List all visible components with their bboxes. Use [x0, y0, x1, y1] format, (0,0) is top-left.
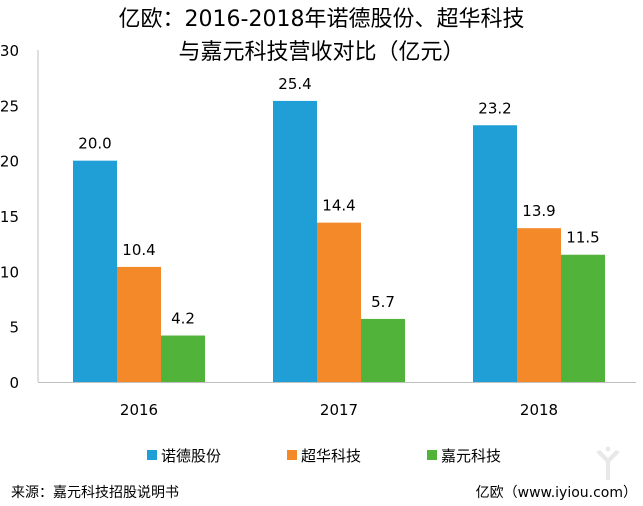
y-tick-label: 20 [0, 153, 19, 171]
bar-诺德股份 [473, 125, 517, 383]
x-tick-label: 2017 [320, 401, 358, 419]
chart-title: 亿欧：2016-2018年诺德股份、超华科技 [118, 7, 525, 32]
credit-note: 亿欧（www.iyiou.com） [475, 485, 637, 501]
bar-超华科技 [117, 266, 161, 382]
bar-超华科技 [317, 222, 361, 382]
y-tick-label: 15 [0, 208, 19, 226]
legend-label: 诺德股份 [161, 447, 221, 465]
y-tick-label: 25 [0, 97, 19, 115]
y-tick-label: 30 [0, 42, 19, 60]
legend-swatch [147, 450, 157, 460]
data-label: 25.4 [278, 75, 311, 93]
bar-嘉元科技 [561, 254, 605, 382]
y-tick-label: 5 [9, 319, 19, 337]
data-label: 4.2 [171, 310, 195, 328]
bar-嘉元科技 [161, 335, 205, 382]
bar-嘉元科技 [361, 318, 405, 382]
data-label: 23.2 [478, 99, 511, 117]
legend-swatch [287, 450, 297, 460]
data-label: 13.9 [522, 202, 555, 220]
bar-诺德股份 [73, 160, 117, 382]
y-tick-label: 0 [9, 374, 19, 392]
data-label: 14.4 [322, 197, 355, 215]
legend-swatch [427, 450, 437, 460]
bar-超华科技 [517, 228, 561, 382]
bar-诺德股份 [273, 100, 317, 382]
data-label: 11.5 [566, 229, 599, 247]
data-label: 10.4 [122, 241, 155, 259]
x-tick-label: 2016 [120, 401, 158, 419]
data-label: 5.7 [371, 293, 395, 311]
legend-label: 超华科技 [301, 447, 361, 465]
source-note: 来源：嘉元科技招股说明书 [11, 485, 179, 501]
data-label: 20.0 [78, 135, 111, 153]
chart-subtitle: 与嘉元科技营收对比（亿元） [178, 40, 465, 65]
y-tick-label: 10 [0, 263, 19, 281]
legend-label: 嘉元科技 [441, 447, 501, 465]
x-tick-label: 2018 [520, 401, 558, 419]
iyiou-logo-icon [596, 446, 620, 480]
